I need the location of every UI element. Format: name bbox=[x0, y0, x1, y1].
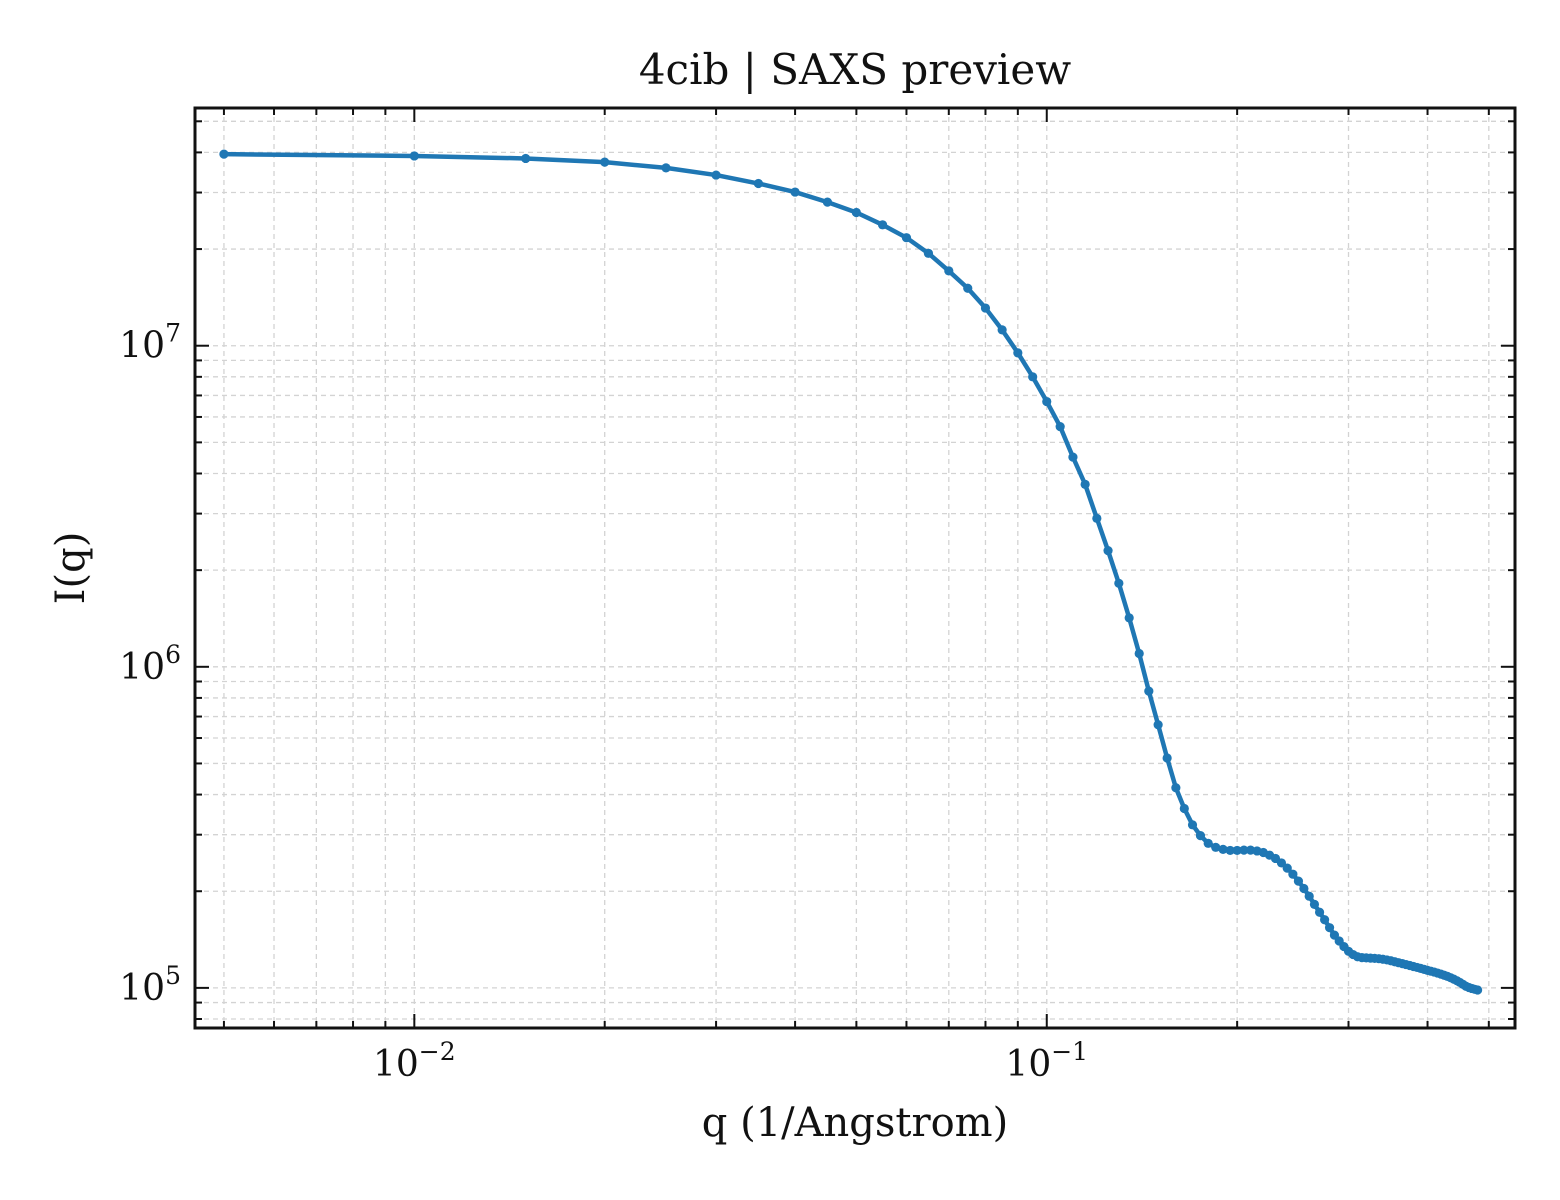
data-point bbox=[1309, 899, 1320, 909]
data-point bbox=[1293, 876, 1304, 886]
data-point bbox=[1162, 753, 1172, 763]
data-point bbox=[944, 266, 954, 276]
data-point bbox=[1218, 844, 1228, 854]
data-point bbox=[1055, 421, 1065, 432]
data-point bbox=[1153, 720, 1163, 730]
data-point bbox=[901, 233, 912, 243]
data-point bbox=[1187, 820, 1198, 830]
data-point bbox=[711, 170, 721, 180]
data-point bbox=[1080, 479, 1090, 489]
data-point bbox=[1299, 883, 1309, 894]
y-tick-label: 106 bbox=[119, 640, 181, 688]
data-point bbox=[1124, 613, 1134, 623]
data-point bbox=[1211, 842, 1221, 852]
data-point bbox=[1092, 513, 1102, 523]
data-point bbox=[1171, 783, 1181, 793]
data-point bbox=[1324, 923, 1335, 933]
data-point bbox=[1195, 831, 1206, 841]
data-point bbox=[1473, 985, 1483, 995]
data-point bbox=[1232, 845, 1242, 856]
data-point bbox=[877, 220, 888, 230]
data-point bbox=[851, 207, 861, 218]
data-point bbox=[1179, 803, 1189, 814]
data-point bbox=[1144, 686, 1154, 696]
x-tick-label: 10−2 bbox=[373, 1037, 456, 1085]
x-axis-label: q (1/Angstrom) bbox=[702, 1100, 1008, 1146]
data-point bbox=[1288, 869, 1298, 879]
data-point bbox=[963, 283, 973, 293]
data-point bbox=[790, 187, 800, 197]
axis-ticks bbox=[195, 108, 1515, 1028]
data-point bbox=[1314, 907, 1325, 917]
data-point bbox=[822, 197, 833, 207]
data-point bbox=[600, 157, 610, 167]
y-tick-label: 105 bbox=[119, 961, 181, 1009]
data-point bbox=[1239, 845, 1249, 855]
data-point bbox=[661, 163, 671, 173]
data-point bbox=[1225, 845, 1235, 856]
data-point bbox=[1103, 546, 1113, 556]
tick-labels: 10−2 10−1 105 106 107 bbox=[119, 319, 1088, 1085]
data-point bbox=[1304, 891, 1314, 901]
series-layer bbox=[219, 149, 1483, 995]
data-point bbox=[409, 151, 419, 161]
data-point bbox=[1013, 348, 1023, 358]
plot-frame bbox=[193, 106, 1517, 1030]
data-point bbox=[1320, 915, 1330, 925]
data-point bbox=[219, 149, 229, 159]
data-point bbox=[1282, 863, 1292, 873]
data-point bbox=[980, 303, 991, 313]
data-point bbox=[753, 178, 764, 189]
data-point bbox=[997, 325, 1007, 335]
data-point bbox=[1203, 838, 1213, 848]
data-point bbox=[1068, 452, 1078, 462]
data-point bbox=[1134, 648, 1144, 659]
y-tick-label: 107 bbox=[119, 319, 181, 367]
data-point bbox=[1114, 578, 1124, 588]
data-point bbox=[1042, 396, 1052, 407]
grid-lines bbox=[195, 108, 1515, 1028]
data-point bbox=[1028, 372, 1038, 382]
data-point bbox=[521, 153, 531, 164]
data-point bbox=[923, 248, 934, 258]
x-tick-label: 10−1 bbox=[1005, 1037, 1088, 1085]
chart-title: 4cib | SAXS preview bbox=[639, 45, 1071, 94]
y-axis-label: I(q) bbox=[48, 532, 94, 605]
